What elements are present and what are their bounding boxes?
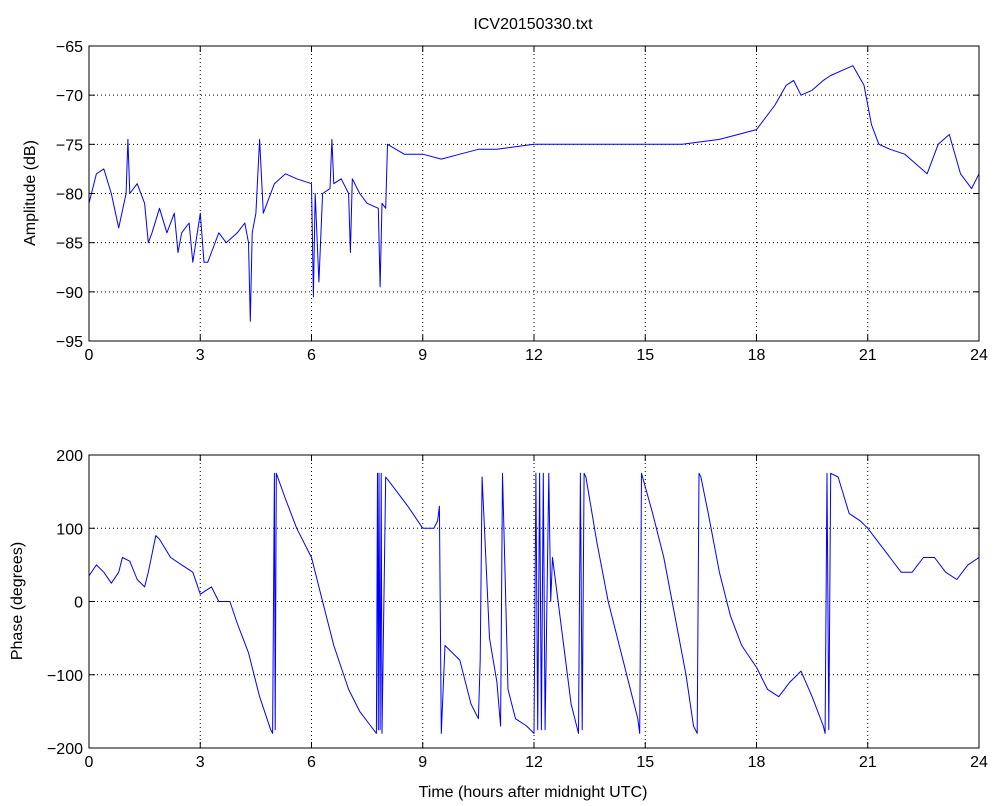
amplitude-xtick-label: 18 [748, 347, 766, 364]
phase-ytick-label: 200 [56, 448, 83, 465]
amplitude-plot: 0 3 6 9 12 15 18 21 24 −95 −90 −85 −80 −75 −70 −65 Ampl… [22, 39, 988, 364]
amplitude-ytick-label: −75 [56, 137, 83, 154]
amplitude-xtick-label: 24 [970, 347, 988, 364]
phase-xtick-label: 9 [418, 754, 427, 771]
phase-xtick-label: 15 [636, 754, 654, 771]
amplitude-ytick-label: −85 [56, 236, 83, 253]
amplitude-xtick-label: 9 [418, 347, 427, 364]
amplitude-grid [89, 46, 979, 341]
phase-ylabel: Phase (degrees) [9, 542, 26, 660]
phase-ytick-label: −100 [47, 668, 83, 685]
amplitude-ytick-label: −95 [56, 334, 83, 351]
amplitude-xtick-label: 15 [636, 347, 654, 364]
amplitude-ytick-label: −80 [56, 187, 83, 204]
phase-series-line [88, 472, 980, 734]
amplitude-ytick-label: −65 [56, 39, 83, 56]
phase-xtick-label: 12 [525, 754, 543, 771]
phase-ytick-label: −200 [47, 741, 83, 758]
phase-ytick-label: 0 [74, 595, 83, 612]
amplitude-xtick-label: 21 [859, 347, 877, 364]
amplitude-xtick-label: 12 [525, 347, 543, 364]
amplitude-series-line [88, 65, 980, 322]
amplitude-ylabel: Amplitude (dB) [22, 140, 39, 246]
phase-xtick-label: 0 [85, 754, 94, 771]
phase-ytick-label: 100 [56, 521, 83, 538]
phase-plot: 0 3 6 9 12 15 18 21 24 −200 −100 0 100 200 Phase (deg… [9, 448, 988, 801]
phase-xtick-label: 6 [307, 754, 316, 771]
amplitude-xtick-label: 3 [196, 347, 205, 364]
amplitude-series-0 [88, 65, 980, 322]
amplitude-ticks: 0 3 6 9 12 15 18 21 24 −95 −90 −85 −80 −75 −70 −65 [56, 39, 988, 364]
amplitude-ytick-label: −70 [56, 88, 83, 105]
phase-series-0 [88, 472, 980, 734]
phase-ticks: 0 3 6 9 12 15 18 21 24 −200 −100 0 100 200 [47, 448, 988, 771]
phase-xlabel: Time (hours after midnight UTC) [419, 784, 648, 801]
phase-xtick-label: 18 [748, 754, 766, 771]
amplitude-xtick-label: 6 [307, 347, 316, 364]
phase-xtick-label: 21 [859, 754, 877, 771]
amplitude-xtick-label: 0 [85, 347, 94, 364]
phase-xtick-label: 3 [196, 754, 205, 771]
phase-xtick-label: 24 [970, 754, 988, 771]
chart-title: ICV20150330.txt [473, 16, 593, 33]
amplitude-ytick-label: −90 [56, 285, 83, 302]
